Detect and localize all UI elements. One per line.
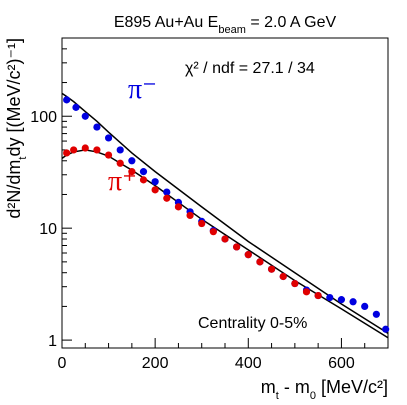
series-label: π⁺ — [108, 166, 137, 197]
data-point — [116, 159, 124, 167]
data-point — [186, 211, 194, 220]
x-axis-label-part: [MeV/c²] — [316, 377, 388, 397]
data-point — [337, 296, 346, 304]
data-point — [361, 302, 369, 311]
data-point — [198, 219, 206, 228]
x-axis-label-part: m — [261, 377, 276, 397]
annotation: χ² / ndf = 27.1 / 34 — [185, 60, 315, 77]
data-point — [279, 272, 287, 281]
data-point — [314, 291, 322, 300]
y-axis-label-part: t — [17, 157, 29, 160]
data-point — [221, 235, 229, 243]
data-point — [93, 146, 101, 154]
data-point — [267, 265, 276, 273]
data-point — [174, 203, 183, 211]
data-point — [63, 96, 71, 104]
data-point — [70, 146, 78, 154]
y-tick-label: 1 — [48, 333, 57, 350]
annotation: Centrality 0-5% — [198, 315, 307, 332]
data-point — [104, 134, 113, 142]
x-tick-label: 0 — [58, 355, 67, 372]
x-axis-label-part: t — [276, 390, 279, 402]
y-tick-label: 100 — [30, 109, 57, 126]
y-axis-label: d²N/dmtdy [(MeV/c²)⁻¹] — [4, 38, 29, 219]
data-point — [372, 310, 380, 318]
y-tick-label: 10 — [39, 221, 57, 238]
x-tick-label: 600 — [328, 355, 355, 372]
data-point — [326, 293, 334, 302]
data-point — [81, 144, 89, 152]
x-tick-label: 200 — [142, 355, 169, 372]
x-axis-label: mt - m0 [MeV/c²] — [261, 377, 388, 402]
data-point — [151, 186, 159, 194]
chart-title-part: beam — [218, 24, 246, 36]
chart-title-part: E895 Au+Au E — [114, 14, 219, 31]
series-label: π⁻ — [128, 74, 157, 105]
chart-title-part: = 2.0 A GeV — [246, 14, 337, 31]
data-point — [256, 258, 264, 266]
data-point — [151, 178, 159, 186]
data-point — [209, 228, 217, 236]
data-point — [139, 176, 148, 184]
data-point — [128, 168, 136, 176]
x-axis-label-part: - m — [279, 377, 310, 397]
data-point — [349, 298, 357, 306]
data-point — [104, 151, 113, 159]
data-point — [128, 157, 136, 165]
chart-title: E895 Au+Au Ebeam = 2.0 A GeV — [114, 14, 337, 36]
data-point — [244, 251, 252, 259]
data-point — [382, 325, 390, 333]
data-point — [233, 243, 241, 251]
data-point — [63, 149, 71, 157]
data-point — [81, 112, 89, 120]
data-point — [163, 194, 171, 202]
x-tick-label: 400 — [235, 355, 262, 372]
data-point — [116, 146, 124, 154]
data-point — [93, 123, 101, 131]
fit-curve — [61, 92, 389, 334]
data-point — [139, 168, 148, 176]
data-point — [291, 279, 299, 288]
x-axis-label-part: 0 — [310, 390, 316, 402]
y-axis-label-part: d²N/dm — [4, 160, 24, 219]
y-axis-label-part: dy [(MeV/c²)⁻¹] — [4, 38, 24, 157]
data-point — [163, 188, 171, 196]
data-point — [72, 103, 80, 111]
data-point — [302, 288, 311, 296]
